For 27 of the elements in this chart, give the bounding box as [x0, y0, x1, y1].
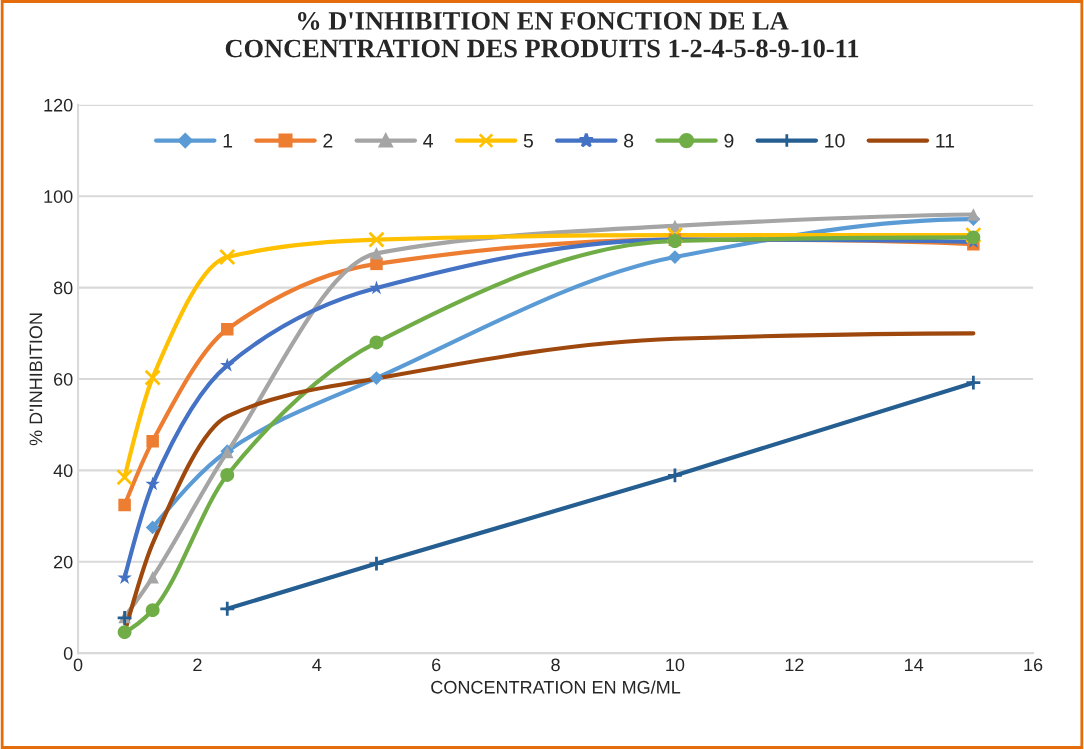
x-tick-label: 16	[1024, 658, 1043, 672]
y-tick-label: 80	[53, 281, 73, 295]
x-tick-label: 4	[312, 658, 322, 672]
x-tick-label: 8	[551, 658, 560, 672]
x-tick-label: 12	[785, 658, 804, 672]
y-tick-label: 20	[54, 555, 73, 569]
legend-label: 4	[423, 134, 433, 148]
legend-label: 1	[223, 134, 233, 148]
y-tick-label: 0	[63, 647, 73, 660]
y-tick-label: 40	[53, 464, 73, 478]
x-tick-label: 0	[73, 658, 83, 672]
x-tick-label: 2	[193, 658, 202, 672]
x-tick-label: 6	[432, 658, 441, 672]
x-axis-title: CONCENTRATION EN MG/ML	[431, 680, 681, 694]
chart-title: % D'INHIBITION EN FONCTION DE LA CONCENTRATION DES PRODUITS 1-2-4-5-8-9-10-11	[225, 12, 859, 58]
legend-label: 9	[724, 133, 734, 148]
y-tick-label: 60	[54, 372, 73, 386]
y-axis-title: % D'INHIBITION	[29, 313, 43, 446]
legend-label: 11	[936, 134, 955, 148]
y-tick-label: 100	[44, 190, 73, 203]
legend-label: 10	[825, 133, 845, 148]
legend-label: 5	[523, 134, 533, 148]
x-tick-label: 14	[905, 658, 924, 672]
legend-label: 8	[624, 133, 634, 148]
y-tick-label: 120	[44, 98, 73, 112]
legend-label: 2	[323, 133, 333, 148]
x-tick-label: 10	[666, 658, 685, 672]
